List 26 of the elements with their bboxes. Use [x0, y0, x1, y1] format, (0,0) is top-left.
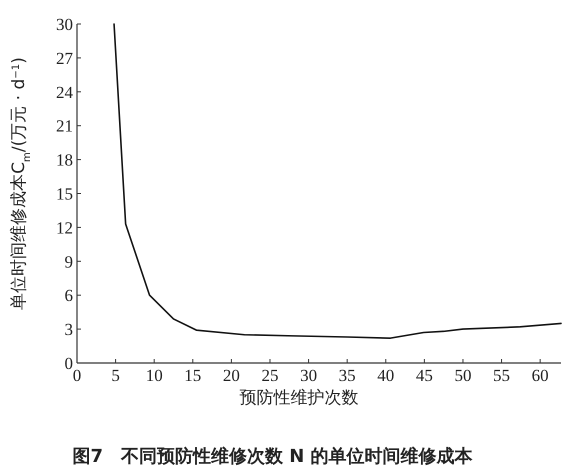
x-tick-label: 45: [416, 366, 433, 385]
x-tick-label: 10: [146, 366, 163, 385]
y-tick-label: 24: [56, 82, 74, 102]
y-tick-label: 15: [56, 184, 73, 204]
x-tick-label: 50: [454, 366, 472, 385]
y-tick-label: 3: [64, 320, 73, 340]
x-tick-label: 55: [493, 366, 510, 385]
y-tick-label: 0: [64, 354, 73, 373]
x-tick-label: 30: [300, 366, 318, 385]
x-tick-label: 15: [184, 366, 202, 385]
y-tick-label: 18: [56, 150, 73, 170]
y-tick-label: 12: [56, 218, 73, 238]
y-tick-label: 9: [64, 252, 73, 272]
text: 图7 不同预防性维修次数 N 的单位时间维修成本: [72, 446, 474, 467]
x-tick-label: 5: [111, 366, 120, 385]
line-series: [113, 23, 562, 339]
y-tick-label: 21: [56, 116, 73, 136]
y-tick-label: 6: [64, 286, 73, 306]
x-tick-label: 40: [377, 366, 394, 385]
x-tick-label: 25: [261, 366, 278, 385]
x-tick-label: 35: [338, 366, 356, 385]
x-tick-label: 20: [222, 366, 240, 385]
y-tick-label: 30: [56, 15, 73, 34]
x-tick-label: 60: [532, 366, 549, 385]
x-axis-title: 预防性维护次数: [240, 388, 358, 408]
y-tick-label: 27: [56, 48, 74, 68]
